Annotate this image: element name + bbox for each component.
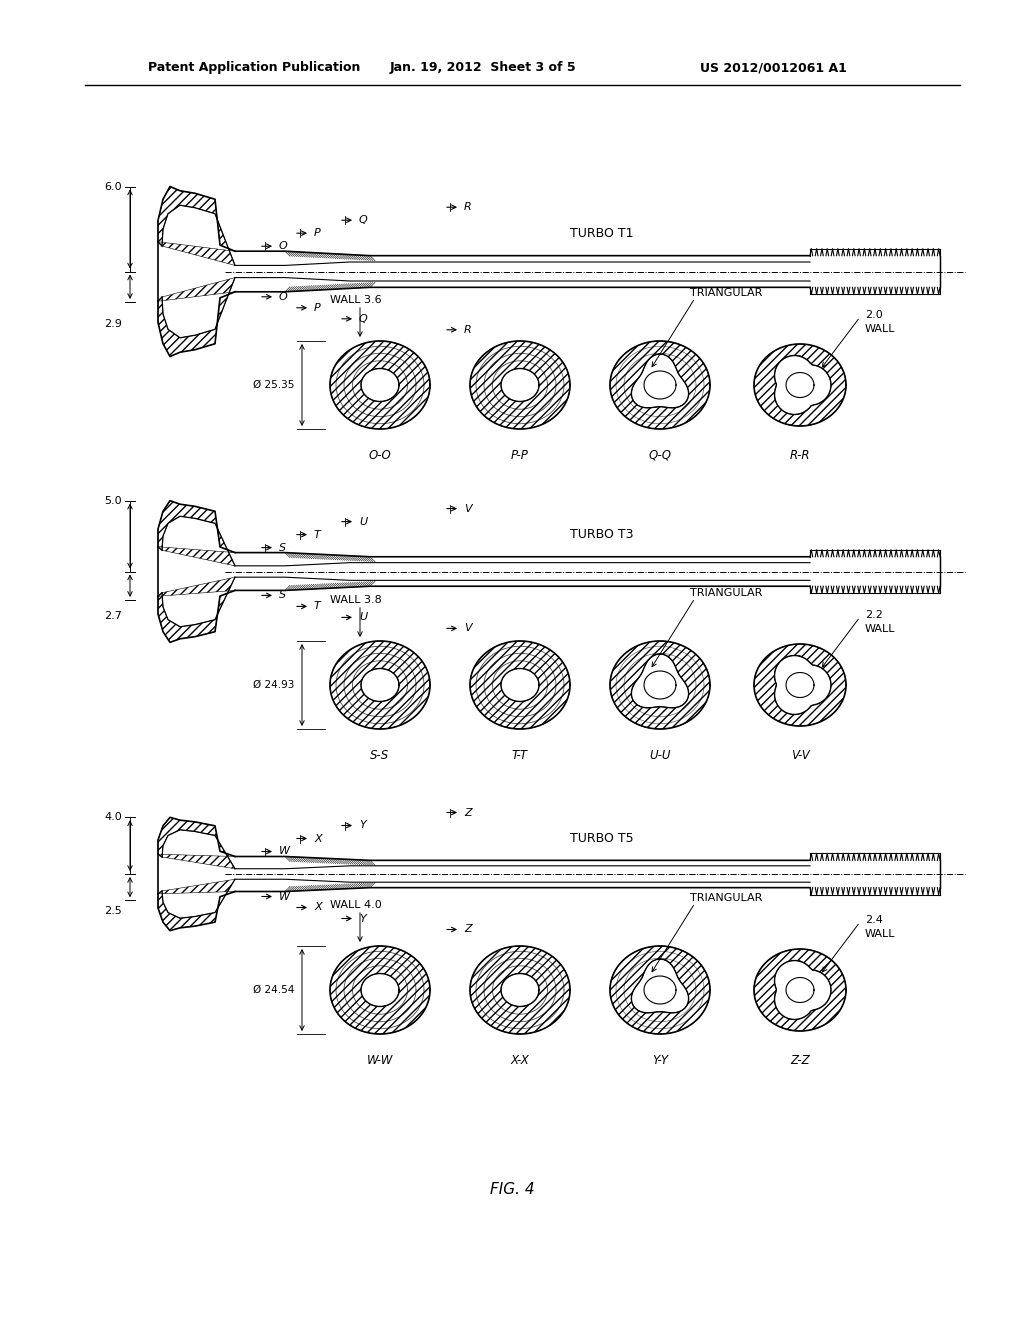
PathPatch shape bbox=[754, 644, 846, 726]
Text: 5.0: 5.0 bbox=[104, 496, 122, 506]
Text: W: W bbox=[279, 846, 290, 857]
Text: 2.0: 2.0 bbox=[865, 310, 883, 319]
Text: V: V bbox=[464, 623, 472, 634]
Text: 6.0: 6.0 bbox=[104, 181, 122, 191]
Text: Jan. 19, 2012  Sheet 3 of 5: Jan. 19, 2012 Sheet 3 of 5 bbox=[390, 62, 577, 74]
Text: Y: Y bbox=[359, 913, 366, 924]
Text: WALL: WALL bbox=[865, 624, 896, 634]
Text: Ø 24.54: Ø 24.54 bbox=[253, 985, 294, 995]
Text: Ø 25.35: Ø 25.35 bbox=[253, 380, 294, 389]
Text: 2.2: 2.2 bbox=[865, 610, 883, 620]
Text: WALL 3.8: WALL 3.8 bbox=[330, 595, 382, 605]
Text: W-W: W-W bbox=[367, 1053, 393, 1067]
Text: S: S bbox=[279, 543, 286, 553]
PathPatch shape bbox=[610, 946, 710, 1034]
Text: TRIANGULAR: TRIANGULAR bbox=[690, 587, 763, 598]
Text: Y-Y: Y-Y bbox=[652, 1053, 668, 1067]
Text: Z: Z bbox=[464, 808, 472, 817]
Text: TRIANGULAR: TRIANGULAR bbox=[690, 288, 763, 298]
Text: V: V bbox=[464, 504, 472, 513]
Text: P: P bbox=[314, 302, 321, 313]
Text: Ø 24.93: Ø 24.93 bbox=[253, 680, 294, 690]
PathPatch shape bbox=[470, 642, 570, 729]
Text: O: O bbox=[279, 292, 288, 302]
PathPatch shape bbox=[754, 345, 846, 426]
Text: X: X bbox=[314, 833, 322, 843]
Text: TURBO T3: TURBO T3 bbox=[570, 528, 634, 541]
Text: X-X: X-X bbox=[511, 1053, 529, 1067]
Text: W: W bbox=[279, 891, 290, 902]
Text: WALL: WALL bbox=[865, 323, 896, 334]
Text: R: R bbox=[464, 325, 472, 335]
Text: Z: Z bbox=[464, 924, 472, 935]
Text: Q-Q: Q-Q bbox=[648, 449, 672, 462]
Text: 2.4: 2.4 bbox=[865, 915, 883, 925]
Text: T: T bbox=[314, 602, 321, 611]
Text: U: U bbox=[359, 612, 368, 623]
Text: U-U: U-U bbox=[649, 748, 671, 762]
Text: Q: Q bbox=[359, 314, 368, 323]
Text: P: P bbox=[314, 228, 321, 238]
Text: 4.0: 4.0 bbox=[104, 812, 122, 822]
PathPatch shape bbox=[330, 341, 430, 429]
PathPatch shape bbox=[470, 946, 570, 1034]
Text: 2.9: 2.9 bbox=[104, 319, 122, 329]
Text: 2.5: 2.5 bbox=[104, 906, 122, 916]
Text: US 2012/0012061 A1: US 2012/0012061 A1 bbox=[700, 62, 847, 74]
Text: U: U bbox=[359, 516, 368, 527]
PathPatch shape bbox=[610, 642, 710, 729]
PathPatch shape bbox=[330, 642, 430, 729]
Text: P-P: P-P bbox=[511, 449, 529, 462]
Text: X: X bbox=[314, 903, 322, 912]
Text: WALL 3.6: WALL 3.6 bbox=[330, 294, 382, 305]
Text: T-T: T-T bbox=[512, 748, 528, 762]
Text: Y: Y bbox=[359, 821, 366, 830]
Text: Q: Q bbox=[359, 215, 368, 226]
Text: WALL: WALL bbox=[865, 929, 896, 939]
PathPatch shape bbox=[754, 949, 846, 1031]
Text: O-O: O-O bbox=[369, 449, 391, 462]
Text: WALL 4.0: WALL 4.0 bbox=[330, 900, 382, 909]
Text: 2.7: 2.7 bbox=[104, 611, 122, 622]
Text: TRIANGULAR: TRIANGULAR bbox=[690, 894, 763, 903]
PathPatch shape bbox=[330, 946, 430, 1034]
Text: T: T bbox=[314, 529, 321, 540]
Text: TURBO T5: TURBO T5 bbox=[570, 832, 634, 845]
PathPatch shape bbox=[610, 341, 710, 429]
Text: FIG. 4: FIG. 4 bbox=[489, 1183, 535, 1197]
Text: S: S bbox=[279, 590, 286, 601]
Text: R-R: R-R bbox=[790, 449, 810, 462]
Text: O: O bbox=[279, 242, 288, 251]
Text: S-S: S-S bbox=[371, 748, 389, 762]
Text: TURBO T1: TURBO T1 bbox=[570, 227, 634, 240]
Text: R: R bbox=[464, 202, 472, 213]
Text: Z-Z: Z-Z bbox=[791, 1053, 810, 1067]
Text: V-V: V-V bbox=[791, 748, 809, 762]
PathPatch shape bbox=[470, 341, 570, 429]
Text: Patent Application Publication: Patent Application Publication bbox=[148, 62, 360, 74]
